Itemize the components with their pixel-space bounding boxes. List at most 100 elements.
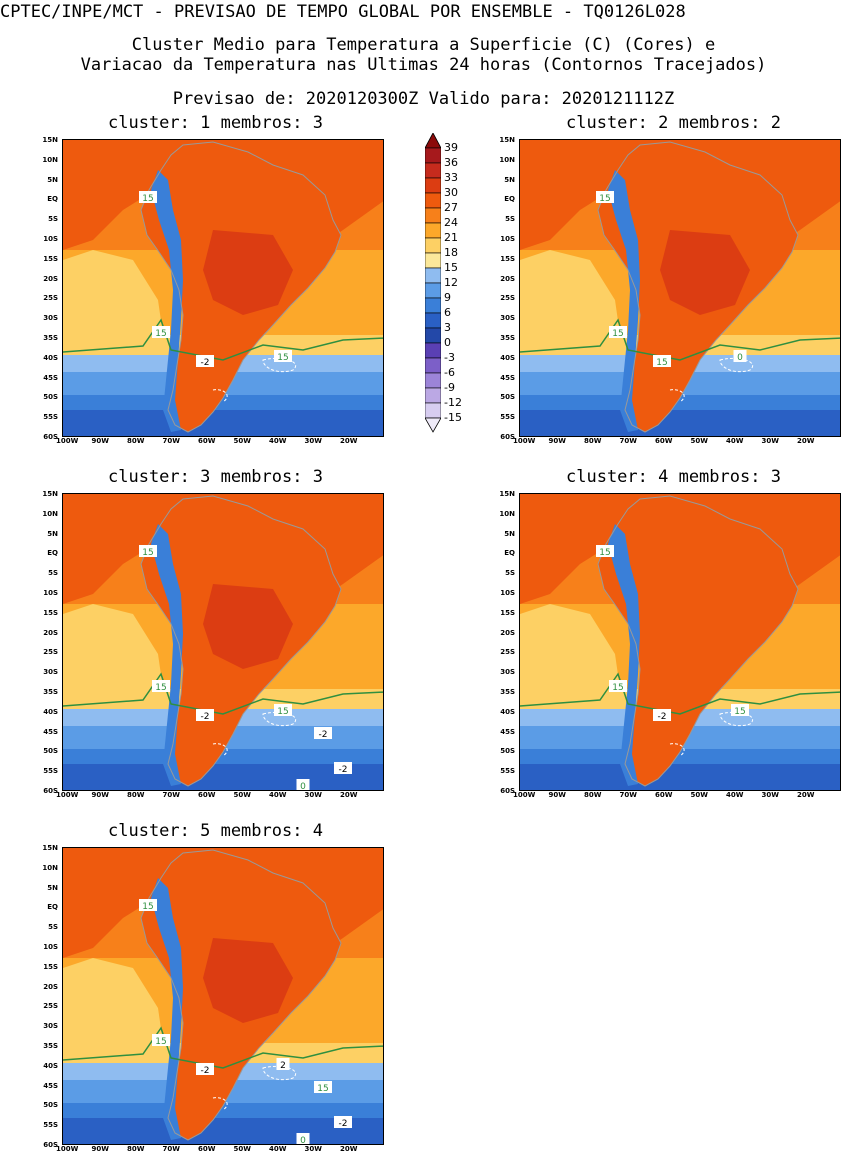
y-tick-label: EQ [504,195,515,204]
temperature-band [63,764,383,790]
y-tick-label: 15N [42,136,58,144]
contour-value-label: 15 [152,680,170,693]
y-tick-label: 45S [43,1081,58,1090]
y-tick-label: 50S [500,393,515,402]
coastline [140,141,342,433]
svg-text:-2: -2 [201,358,210,368]
contour-value-label: 15 [609,326,627,339]
map-panel-4: 15 15 -2 15 [519,493,841,791]
contour-value-label: -2 [196,709,214,722]
contour-value-label: 15 [139,899,157,912]
y-tick-label: 15N [499,490,515,498]
svg-text:15: 15 [599,548,610,558]
hot-core [203,938,293,1023]
svg-text:-2: -2 [658,712,667,722]
x-tick-label: 80W [584,437,602,445]
panel-title-1: cluster: 1 membros: 3 [108,113,323,133]
svg-text:0: 0 [300,782,306,791]
y-tick-label: 25S [500,294,515,303]
colorbar-segment [425,402,441,419]
x-tick-label: 40W [726,437,744,445]
colorbar-segment [425,222,441,239]
y-tick-label: 10S [500,589,515,597]
y-tick-label: 35S [500,334,515,342]
y-tick-label: 20S [500,274,515,283]
svg-text:15: 15 [317,1084,328,1094]
svg-text:-2: -2 [201,1066,210,1076]
colorbar-tick-label: 36 [444,156,458,169]
x-tick-label: 20W [797,791,815,799]
subtropical-patch [520,604,620,704]
x-tick-label: 70W [162,791,180,799]
colorbar [425,133,441,433]
x-tick-label: 100W [513,791,536,799]
x-tick-label: 50W [690,437,708,445]
hot-core [660,230,750,315]
x-tick-label: 30W [304,437,322,445]
y-tick-label: 60S [43,1141,58,1149]
map-canvas: 15 15 -2 15 -2 -2 0 [63,494,383,791]
colorbar-segment [425,162,441,179]
svg-text:-2: -2 [339,1119,348,1129]
x-tick-label: 60W [198,1145,216,1153]
colorbar-tick-label: 6 [444,306,451,319]
contour-value-label: -2 [334,1116,352,1129]
y-tick-label: 10N [42,155,58,164]
y-tick-label: 25S [43,1002,58,1011]
map-panel-3: 15 15 -2 15 -2 -2 0 [62,493,384,791]
coastline [597,495,799,787]
svg-text:15: 15 [142,902,153,912]
y-tick-label: 55S [500,413,515,422]
colorbar-segment [425,342,441,359]
contour-value-label: 2 [276,1058,290,1071]
colorbar-tick-label: 0 [444,336,451,349]
temperature-band [63,1118,383,1144]
y-tick-label: 40S [500,353,515,362]
colorbar-tick-label: 12 [444,276,458,289]
contour-15c [63,318,383,361]
y-tick-label: 15S [43,608,58,617]
y-tick-label: 60S [43,433,58,441]
colorbar-segment [425,372,441,389]
y-tick-label: 5N [504,529,515,538]
y-tick-label: 10N [499,155,515,164]
contour-value-label: 15 [596,191,614,204]
colorbar-tick-label: -15 [444,411,462,424]
temperature-band [520,764,840,790]
contour-value-label: 15 [139,191,157,204]
x-tick-label: 60W [198,791,216,799]
colorbar-segment [425,252,441,269]
contour-15c [63,672,383,715]
y-tick-label: 30S [43,314,58,323]
y-tick-label: 30S [43,1022,58,1031]
y-tick-label: 10N [499,509,515,518]
y-tick-label: 10S [500,235,515,243]
x-tick-label: 90W [548,437,566,445]
contour-value-label: -2 [334,762,352,775]
map-panel-2: 15 15 15 0 [519,139,841,437]
x-tick-label: 40W [269,791,287,799]
colorbar-segment [425,297,441,314]
colorbar-tick-label: -3 [444,351,455,364]
y-tick-label: 45S [500,727,515,736]
contour-value-label: 0 [733,350,747,363]
contour-value-label: -2 [653,709,671,722]
y-tick-label: 25S [43,648,58,657]
y-tick-label: EQ [47,903,58,912]
x-tick-label: 100W [513,437,536,445]
map-panel-5: 15 15 -2 2 15 -2 0 [62,847,384,1145]
y-tick-label: 45S [43,373,58,382]
panel-title-3: cluster: 3 membros: 3 [108,467,323,487]
x-tick-label: 50W [233,437,251,445]
x-tick-label: 100W [56,1145,79,1153]
svg-text:0: 0 [737,353,743,363]
y-tick-label: 40S [43,707,58,716]
x-tick-label: 80W [127,1145,145,1153]
x-tick-label: 30W [304,791,322,799]
x-tick-label: 50W [233,1145,251,1153]
colorbar-segment [425,177,441,194]
y-tick-label: 10N [42,863,58,872]
subtropical-patch [520,250,620,350]
y-tick-label: 35S [43,1042,58,1050]
x-tick-label: 80W [584,791,602,799]
